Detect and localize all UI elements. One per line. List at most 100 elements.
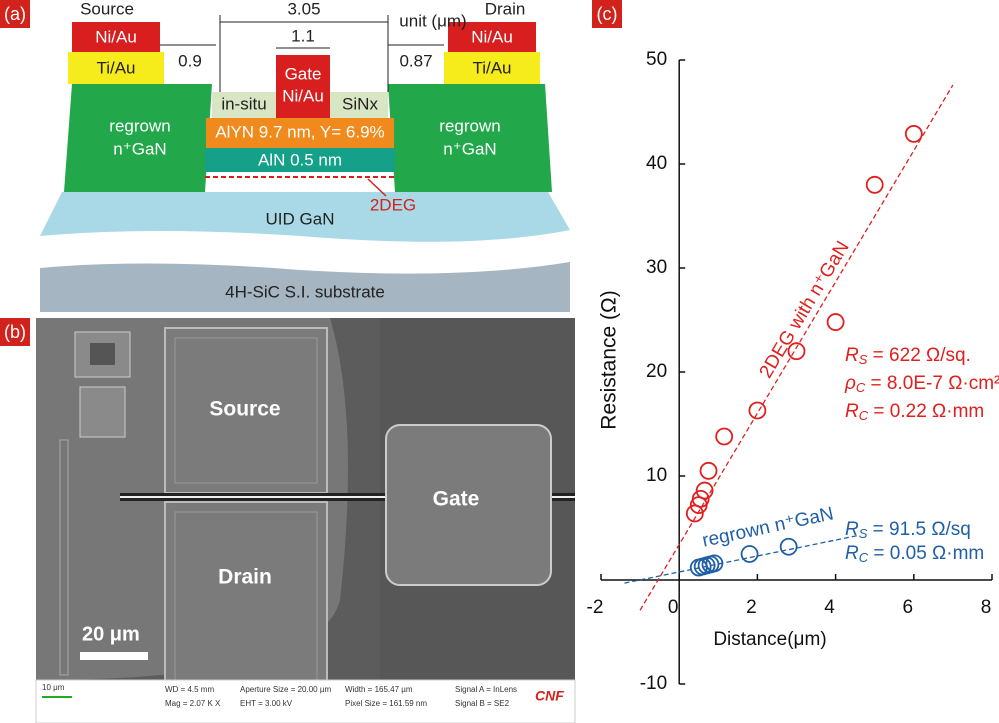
regrown-gan [64,84,212,192]
subscript: S [859,526,868,541]
info: Signal A = InLens [455,685,517,694]
scale-label: 20 μm [82,623,140,645]
y-tick-label: 20 [646,361,667,382]
annotation: RS = 91.5 Ω/sq [845,519,971,541]
ti-au [444,52,540,84]
dimension-lines [160,15,444,92]
subscript: C [859,550,869,565]
pad-label: Source [209,398,280,421]
panel-label-box [0,0,30,28]
y-tick-label: 40 [646,153,667,174]
dimension: 0.9 [178,51,202,70]
x-tick-label: 6 [903,597,914,618]
panel-label: (c) [597,4,618,24]
label: 4H-SiC S.I. substrate [225,282,385,301]
label: SiNx [342,94,378,113]
symbol: R [845,519,859,540]
point [904,124,923,143]
pad-label: Gate [433,488,480,511]
gate-metal [276,55,330,118]
label: n⁺GaN [443,139,496,158]
point [740,545,759,563]
symbol: R [845,543,859,564]
annotation-text: = 622 Ω/sq. [867,345,970,366]
symbol: ρ [844,373,856,394]
x-tick-label: 8 [981,597,992,618]
x-axis-title: Distance(μm) [713,629,826,650]
unit: unit (μm) [399,11,466,30]
pointer [367,178,387,197]
substrate [40,262,570,312]
y-tick-label: 50 [646,49,667,70]
point [865,175,884,194]
symbol: R [845,401,859,422]
subscript: C [859,408,869,423]
info: Mag = 2.07 K X [165,699,221,708]
sem-image: Source Drain Gate 20 μm 10 μm WD = 4.5 m… [35,318,576,723]
y-tick-label: -10 [640,673,667,694]
x-tick-label: 4 [824,597,835,618]
regrown-gan [388,84,552,192]
annotation: RC = 0.22 Ω·mm [845,401,984,423]
ti-au [68,52,164,84]
label: Ni/Au [282,86,324,105]
symbol: R [845,345,859,366]
x-tick-label: 2 [746,597,757,618]
point [779,537,798,556]
x-tick-label: 0 [668,597,679,618]
info: Aperture Size = 20.00 µm [240,685,331,694]
label: n⁺GaN [113,139,166,158]
point [691,489,710,508]
annotation-text: = 91.5 Ω/sq [867,519,970,540]
info: Pixel Size = 161.59 nm [345,699,427,708]
uid-gan [40,192,570,242]
info: EHT = 3.00 kV [240,699,293,708]
annotation-text: = 8.0E-7 Ω·cm² [865,373,999,394]
point [826,313,845,331]
panel-label: (a) [4,4,26,24]
alyn-barrier [206,118,394,148]
ni-au [72,22,160,52]
annotation: RC = 0.05 Ω·mm [845,543,984,565]
panel-label-box [592,0,622,28]
label: regrown [439,116,500,135]
info: Width = 165.47 µm [345,685,413,694]
y-tick-label: 30 [646,257,667,278]
panel-label-box [0,318,30,346]
brand: CNF [535,688,564,704]
point [787,342,806,361]
point [715,427,734,446]
y-axis-title: Resistance (Ω) [598,290,621,429]
dimension: 0.87 [399,51,432,70]
series-label: 2DEG with n⁺GaN [755,238,853,382]
subscript: S [859,352,868,367]
label: Ni/Au [471,27,513,46]
label: Source [80,0,134,18]
label: AlYN 9.7 nm, Y= 6.9% [215,122,384,141]
annotation-text: = 0.22 Ω·mm [868,401,984,422]
annotation: ρC = 8.0E-7 Ω·cm² [844,373,999,395]
aln-interlayer [205,148,395,172]
label: in-situ [221,94,266,113]
point [699,461,718,480]
label: AlN 0.5 nm [258,150,342,169]
label: Ni/Au [95,27,137,46]
pad-label: Drain [218,566,272,589]
label: Gate [285,64,322,83]
info: 10 μm [42,683,65,692]
label: 2DEG [370,195,416,214]
label: Drain [485,0,526,18]
point [748,401,767,420]
annotation-text: = 0.05 Ω·mm [868,543,984,564]
point [695,481,714,500]
annotation: RS = 622 Ω/sq. [845,345,971,367]
point [705,554,724,573]
ni-au [448,22,536,52]
panel-label: (b) [4,322,26,342]
label: Ti/Au [472,58,511,77]
fit-line [639,84,954,611]
info: Signal B = SE2 [455,699,510,708]
label: regrown [109,116,170,135]
dimension: 1.1 [291,26,315,45]
